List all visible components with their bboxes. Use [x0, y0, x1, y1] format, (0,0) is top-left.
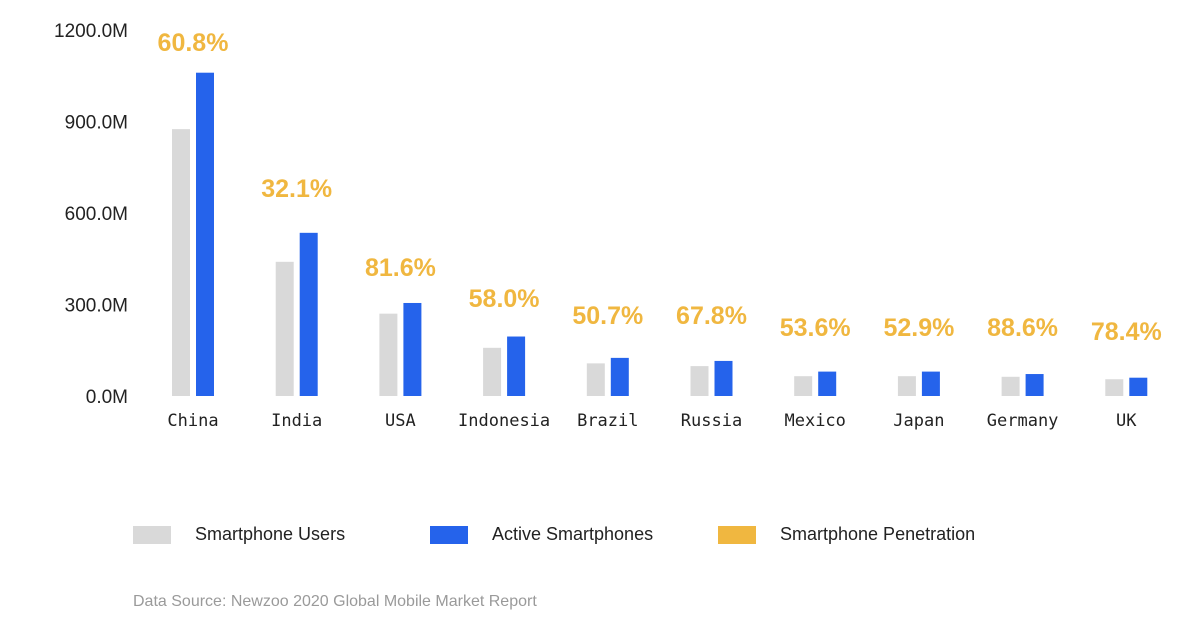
- chart-legend: Smartphone Users Active Smartphones Smar…: [0, 524, 1200, 564]
- x-tick-label-india: India: [271, 411, 322, 431]
- legend-label-active-smartphones: Active Smartphones: [492, 524, 654, 544]
- bar-active-smartphones-russia: [714, 360, 733, 396]
- bar-active-smartphones-india: [299, 232, 318, 396]
- x-tick-label-brazil: Brazil: [577, 411, 638, 431]
- penetration-label-brazil: 50.7%: [572, 302, 643, 330]
- penetration-label-indonesia: 58.0%: [469, 285, 540, 313]
- penetration-label-uk: 78.4%: [1091, 318, 1162, 346]
- y-tick-label: 600.0M: [65, 204, 128, 225]
- bar-active-smartphones-china: [196, 72, 214, 396]
- bar-active-smartphones-brazil: [610, 357, 629, 396]
- legend-swatch-smartphone-users: [133, 525, 171, 544]
- x-tick-label-mexico: Mexico: [784, 411, 845, 431]
- bar-smartphone-users-india: [275, 261, 294, 396]
- bar-smartphone-users-china: [172, 129, 190, 396]
- x-tick-label-usa: USA: [385, 411, 416, 431]
- x-tick-label-uk: UK: [1116, 411, 1137, 431]
- penetration-label-russia: 67.8%: [676, 302, 747, 330]
- penetration-label-japan: 52.9%: [883, 314, 954, 342]
- penetration-label-mexico: 53.6%: [780, 314, 851, 342]
- legend-swatch-active-smartphones: [430, 525, 468, 544]
- penetration-label-germany: 88.6%: [987, 314, 1058, 342]
- bar-active-smartphones-indonesia: [507, 336, 526, 396]
- y-tick-label: 1200.0M: [54, 21, 128, 42]
- y-tick-label: 900.0M: [65, 113, 128, 134]
- penetration-label-usa: 81.6%: [365, 254, 436, 282]
- legend-item-smartphone-users: Smartphone Users: [133, 524, 345, 545]
- bar-active-smartphones-mexico: [818, 371, 837, 396]
- x-tick-label-germany: Germany: [987, 411, 1059, 431]
- bar-active-smartphones-germany: [1025, 374, 1044, 396]
- bar-smartphone-users-mexico: [794, 376, 813, 396]
- bar-smartphone-users-russia: [690, 366, 709, 396]
- penetration-label-china: 60.8%: [158, 29, 229, 57]
- legend-swatch-smartphone-penetration: [718, 525, 756, 544]
- bar-chart: 0.0M 300.0M 600.0M 900.0M 1200.0M China 60.8% I…: [54, 21, 1162, 431]
- penetration-label-india: 32.1%: [261, 175, 332, 203]
- bar-smartphone-users-germany: [1001, 376, 1020, 396]
- bar-smartphone-users-indonesia: [483, 347, 502, 396]
- y-tick-label: 300.0M: [65, 296, 128, 317]
- bar-smartphone-users-brazil: [586, 363, 605, 396]
- legend-label-smartphone-penetration: Smartphone Penetration: [780, 524, 976, 544]
- legend-item-smartphone-penetration: Smartphone Penetration: [718, 524, 975, 545]
- x-tick-label-china: China: [167, 411, 218, 431]
- bar-smartphone-users-japan: [897, 376, 916, 396]
- legend-item-active-smartphones: Active Smartphones: [430, 524, 653, 545]
- y-tick-label: 0.0M: [86, 387, 128, 408]
- bar-smartphone-users-uk: [1105, 379, 1124, 396]
- x-tick-label-russia: Russia: [681, 411, 742, 431]
- data-source-note: Data Source: Newzoo 2020 Global Mobile M…: [133, 593, 537, 610]
- x-tick-label-indonesia: Indonesia: [458, 411, 550, 431]
- bar-active-smartphones-uk: [1129, 377, 1148, 396]
- bar-active-smartphones-japan: [921, 371, 940, 396]
- bar-smartphone-users-usa: [379, 313, 398, 396]
- legend-label-smartphone-users: Smartphone Users: [195, 524, 346, 544]
- x-tick-label-japan: Japan: [893, 411, 944, 431]
- bar-active-smartphones-usa: [403, 302, 422, 396]
